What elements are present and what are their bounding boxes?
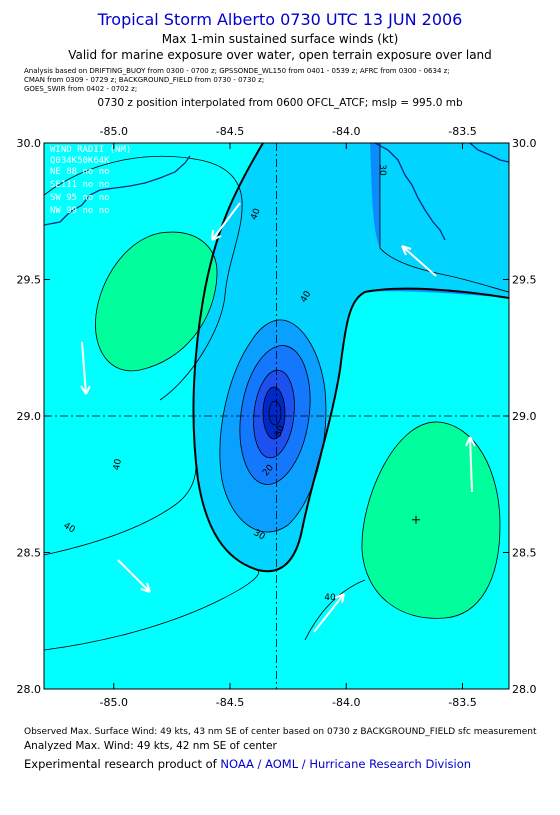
contour-label: 40	[112, 458, 124, 471]
contour-label: 30	[377, 164, 387, 176]
wind-radii-header: Q034K50K64K	[50, 156, 110, 166]
lat-label-left: 30.0	[17, 137, 42, 150]
lat-label-left: 28.0	[17, 683, 42, 696]
lat-label-left: 28.5	[17, 547, 42, 560]
high-wind-zone-west	[95, 232, 218, 371]
lat-label-right: 30.0	[512, 137, 537, 150]
lon-label-top: -83.5	[448, 125, 476, 138]
lat-label-left: 29.0	[17, 410, 42, 423]
lat-label-right: 28.0	[512, 683, 537, 696]
wind-arrow-southwest	[117, 559, 151, 593]
lat-label-right: 28.5	[512, 547, 537, 560]
lat-label-right: 29.0	[512, 410, 537, 423]
lon-label-top: -85.0	[100, 125, 128, 138]
lat-label-right: 29.5	[512, 274, 537, 287]
wind-direction-arrows	[80, 202, 476, 633]
analysis-sources-line-3: GOES_SWIR from 0402 - 0702 z;	[24, 85, 138, 93]
wind-contours	[44, 143, 509, 651]
wind-arrow-northeast	[401, 245, 437, 277]
wind-34kt-contour	[192, 143, 509, 573]
wind-arrow-east	[469, 436, 473, 493]
lon-label-bottom: -84.0	[332, 696, 360, 709]
lat-label-left: 29.5	[17, 274, 42, 287]
coastline	[44, 143, 509, 241]
max-wind-marker	[412, 515, 420, 524]
wind-radii-row: NE 88 no no	[50, 167, 110, 177]
lon-label-bottom: -84.5	[216, 696, 244, 709]
high-wind-zone-southeast	[361, 421, 500, 619]
product-credit: Experimental research product of NOAA / …	[24, 757, 471, 771]
wind-radii-row: SW 95 no no	[50, 193, 110, 203]
map-subtitle: Max 1-min sustained surface winds (kt)	[161, 32, 399, 46]
product-credit-prefix: Experimental research product of	[24, 757, 221, 771]
lon-label-top: -84.5	[216, 125, 244, 138]
wind-radii-table: WIND RADII (NM) Q034K50K64K NE 88 no no …	[50, 145, 131, 216]
wind-radii-row: NW 99 no no	[50, 206, 110, 216]
position-note: 0730 z position interpolated from 0600 O…	[97, 97, 463, 109]
observed-max-wind: Observed Max. Surface Wind: 49 kts, 43 n…	[24, 727, 537, 737]
wind-arrow-nw	[211, 202, 241, 241]
wind-arrow-south	[313, 593, 345, 633]
analyzed-max-wind: Analyzed Max. Wind: 49 kts, 42 nm SE of …	[24, 740, 277, 752]
analysis-sources-line-1: Analysis based on DRIFTING_BUOY from 030…	[24, 67, 450, 75]
lon-label-bottom: -83.5	[448, 696, 476, 709]
wind-radii-title: WIND RADII (NM)	[50, 145, 131, 155]
wind-radii-row: SE111 no no	[50, 180, 110, 190]
map-validity-note: Valid for marine exposure over water, op…	[68, 48, 492, 62]
wind-arrow-west	[81, 341, 87, 395]
map-title: Tropical Storm Alberto 0730 UTC 13 JUN 2…	[97, 10, 463, 29]
axis-ticks	[44, 142, 509, 690]
analysis-sources-line-2: CMAN from 0309 - 0729 z; BACKGROUND_FIEL…	[24, 76, 265, 84]
product-credit-org[interactable]: NOAA / AOML / Hurricane Research Divisio…	[220, 757, 472, 771]
wind-eye	[269, 401, 281, 425]
lon-label-top: -84.0	[332, 125, 360, 138]
contour-label: 40	[249, 207, 262, 221]
axis-labels: -85.0 -85.0 -84.5 -84.5 -84.0 -84.0 -83.5 -83.5…	[17, 125, 537, 709]
contour-label: 40	[324, 593, 336, 603]
lon-label-bottom: -85.0	[100, 696, 128, 709]
